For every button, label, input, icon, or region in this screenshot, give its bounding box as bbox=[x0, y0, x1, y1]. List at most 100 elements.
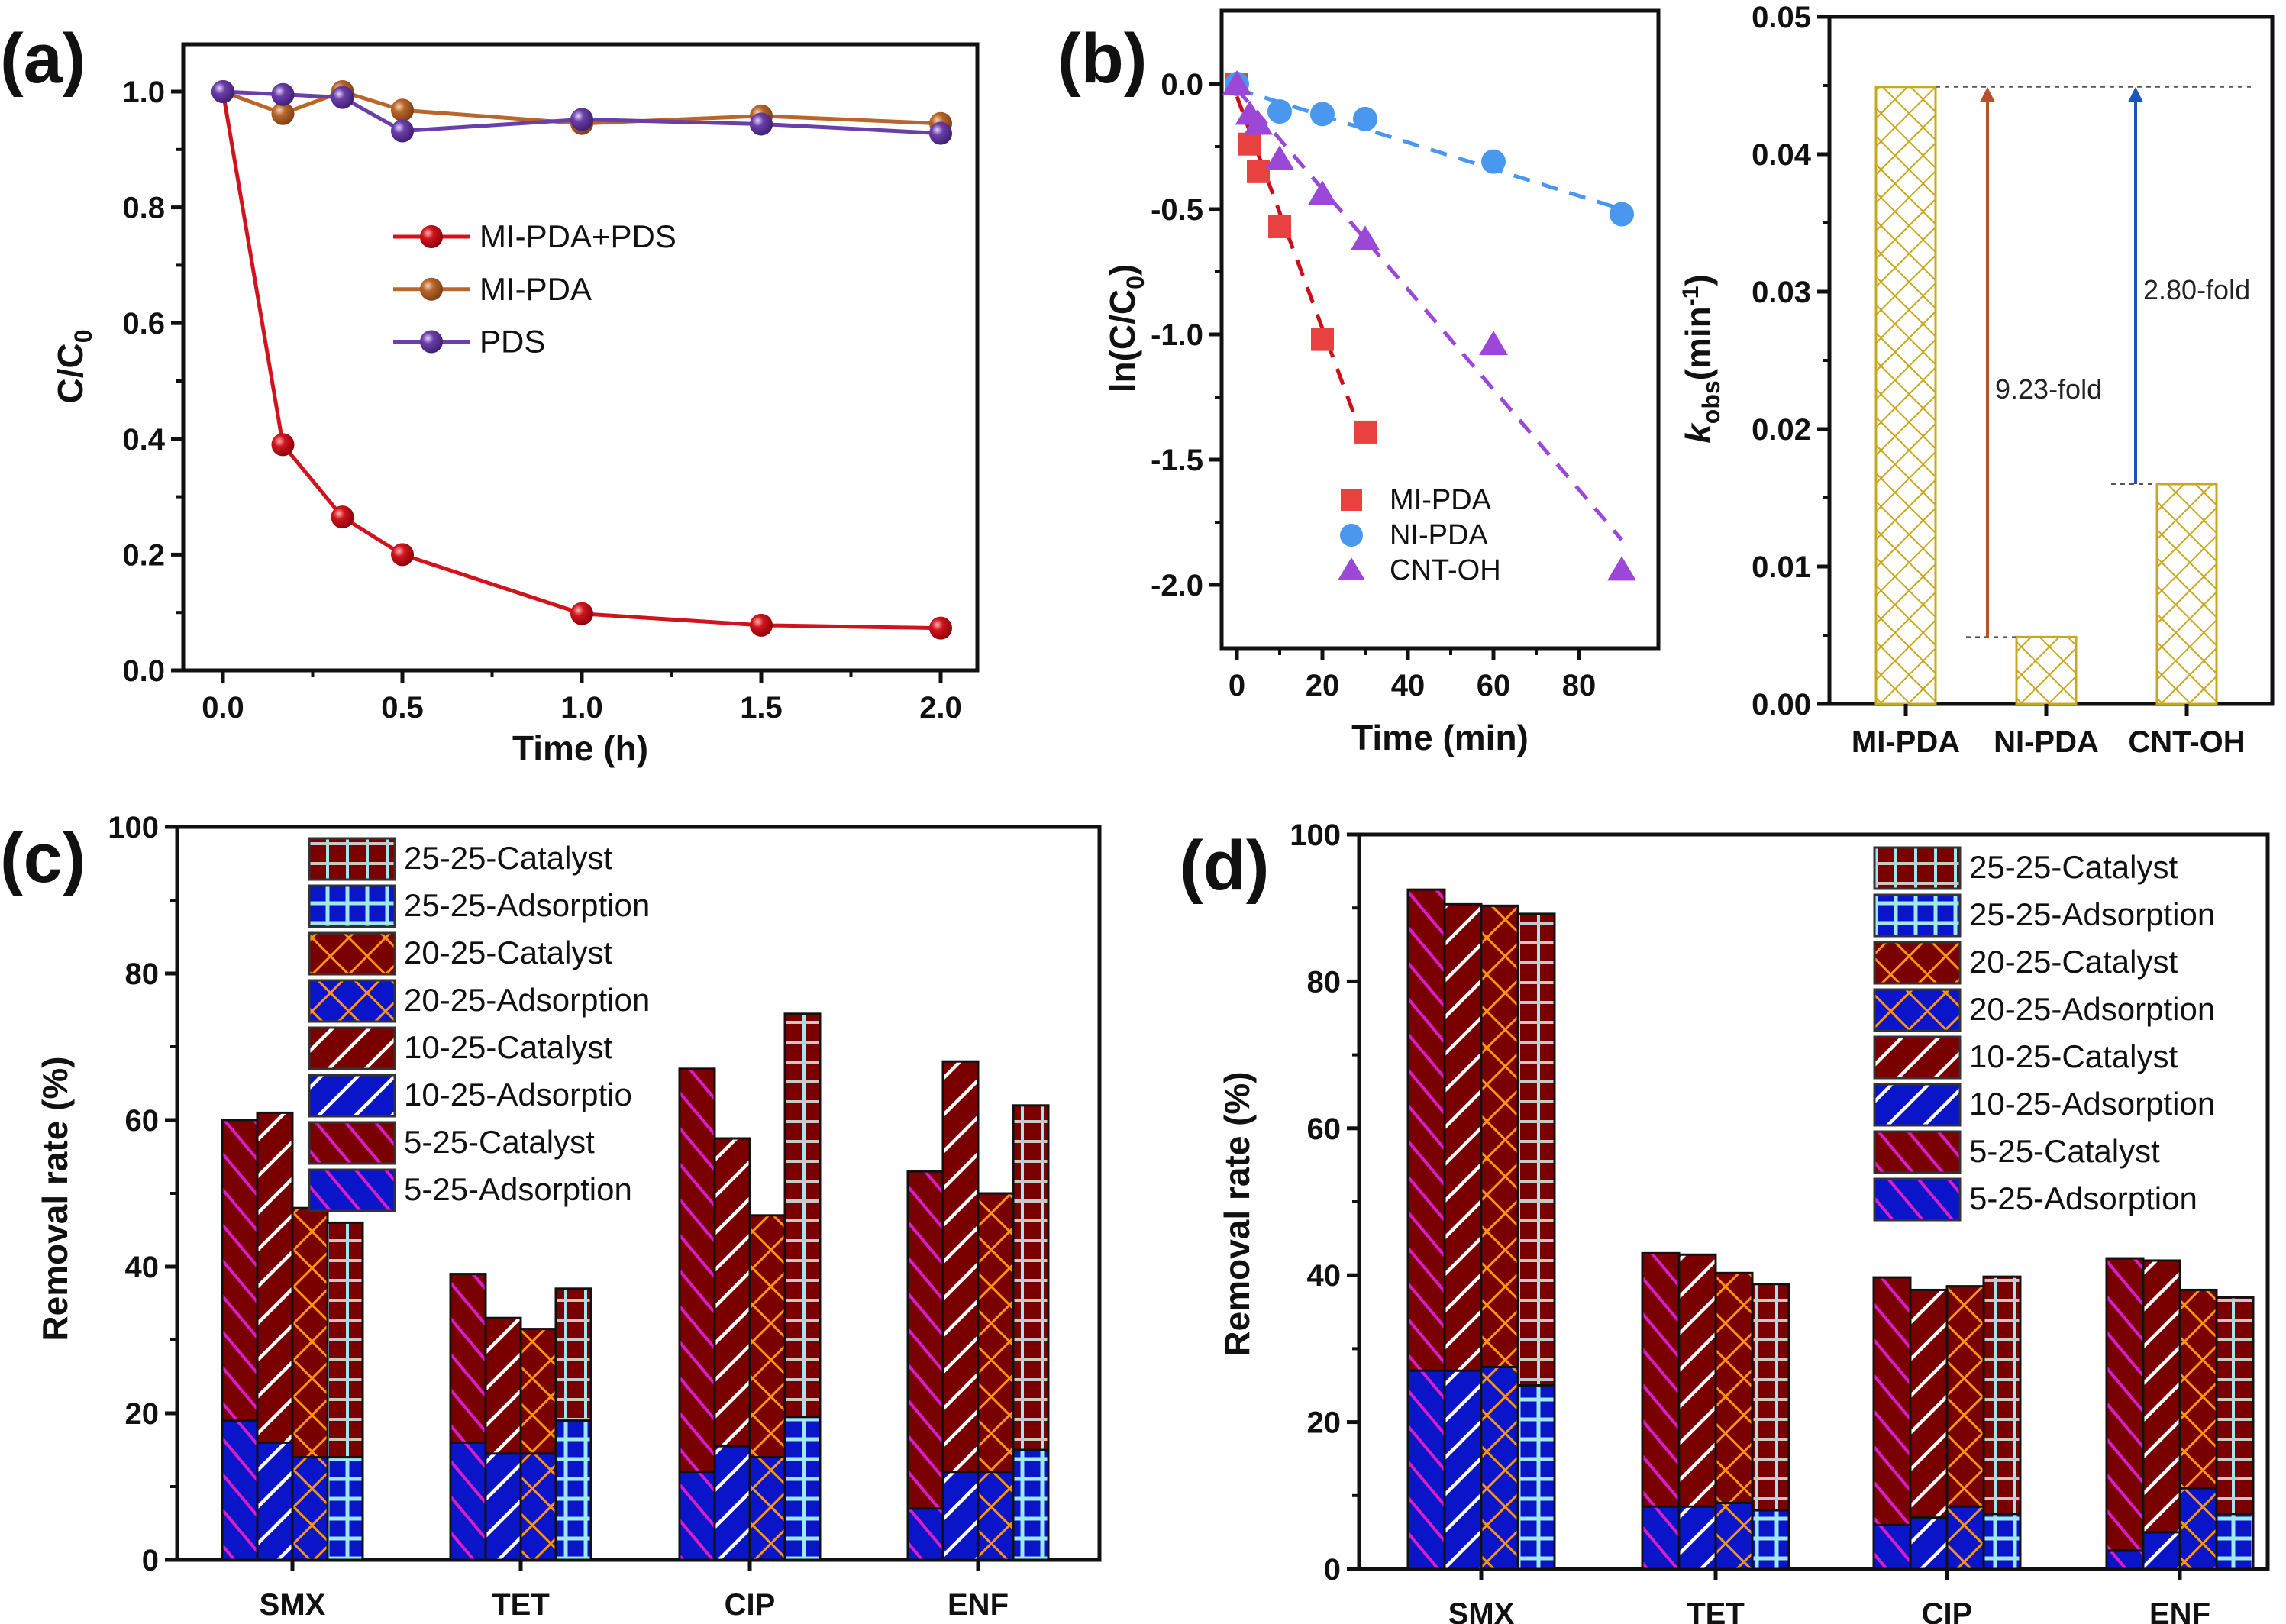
bar-5-25-adsorption bbox=[2105, 1549, 2145, 1571]
legend-label: 25-25-Catalyst bbox=[1969, 849, 2178, 885]
data-point-square bbox=[1311, 328, 1334, 351]
panel-b-kobs-bar-chart: 0.00 0.01 0.02 0.03 0.04 0.05 MI-PDA NI-PDA CNT… bbox=[1678, 1, 2275, 759]
y-tick-label: 0.03 bbox=[1752, 276, 1811, 309]
legend-label: 25-25-Adsorption bbox=[404, 887, 650, 923]
bar-20-25-adsorption bbox=[748, 1456, 786, 1561]
x-tick-label: CIP bbox=[725, 1588, 776, 1622]
data-point bbox=[929, 121, 952, 145]
y-tick-label: -2.0 bbox=[1151, 569, 1203, 602]
bar-25-25-adsorption bbox=[1012, 1448, 1050, 1561]
bar-group-cip bbox=[1872, 1275, 2022, 1571]
legend-label: 20-25-Adsorption bbox=[404, 982, 650, 1018]
bar-20-25-adsorption bbox=[977, 1471, 1015, 1561]
y-axis-title-sub: 0 bbox=[1122, 276, 1149, 289]
legend: 25-25-Catalyst 25-25-Adsorption 20-25-Cata… bbox=[1873, 846, 2215, 1222]
bar-group-cip bbox=[678, 1012, 822, 1561]
bar-10-25-adsorption bbox=[1909, 1516, 1949, 1571]
data-point-triangle bbox=[1607, 556, 1636, 581]
series-mi-pda-pds bbox=[211, 80, 952, 640]
bar-group-tet bbox=[449, 1273, 592, 1561]
y-tick-label: 60 bbox=[125, 1104, 160, 1138]
data-point bbox=[391, 98, 414, 122]
data-point-circle bbox=[1267, 99, 1292, 124]
bar-5-25-adsorption bbox=[449, 1441, 487, 1561]
legend-swatch bbox=[308, 979, 396, 1023]
bar-ni-pda bbox=[2015, 635, 2078, 705]
y-tick-label: 0 bbox=[1324, 1553, 1341, 1587]
bar-5-25-catalyst bbox=[1872, 1276, 1912, 1571]
legend-marker bbox=[1341, 489, 1362, 511]
y-tick-label: 60 bbox=[1307, 1112, 1342, 1146]
legend-swatch bbox=[1873, 1177, 1962, 1222]
bar-cnt-oh bbox=[2155, 483, 2218, 705]
data-point bbox=[570, 108, 593, 131]
data-point-triangle bbox=[1479, 331, 1508, 356]
x-tick-label: TET bbox=[1687, 1597, 1745, 1624]
legend-label: 10-25-Catalyst bbox=[404, 1029, 612, 1065]
bar-5-25-adsorption bbox=[1872, 1523, 1912, 1571]
legend-swatch bbox=[1873, 846, 1962, 890]
bar-25-25-adsorption bbox=[1516, 1384, 1556, 1571]
legend-marker bbox=[1340, 524, 1363, 547]
data-point-circle bbox=[1481, 149, 1506, 174]
bar-group-tet bbox=[1641, 1251, 1790, 1571]
legend-label: 5-25-Catalyst bbox=[404, 1124, 595, 1160]
legend-label: 5-25-Catalyst bbox=[1969, 1133, 2160, 1169]
legend-swatch bbox=[308, 1074, 396, 1118]
bar-10-25-adsorption bbox=[1443, 1369, 1483, 1571]
y-tick-label: 0 bbox=[142, 1544, 159, 1577]
y-tick-label: 100 bbox=[108, 811, 159, 844]
data-point-triangle bbox=[1265, 145, 1294, 170]
data-point bbox=[331, 86, 354, 109]
x-tick-label: 0 bbox=[1229, 669, 1245, 702]
panel-c-removal-bar-chart: 0 20 40 60 80 100 SMX TET CIP ENF 25-25-Catalyst… bbox=[35, 811, 1102, 1622]
data-point-circle bbox=[1310, 102, 1335, 127]
y-tick-label: 20 bbox=[125, 1397, 160, 1431]
panel-label-a: (a) bbox=[0, 20, 86, 98]
series-cnt-oh bbox=[1222, 70, 1636, 581]
x-tick-label: SMX bbox=[260, 1588, 326, 1622]
y-axis-title-end: ) bbox=[1678, 274, 1718, 286]
y-axis-title-end: ) bbox=[1103, 264, 1142, 276]
fold-label: 9.23-fold bbox=[1995, 373, 2102, 405]
data-point bbox=[331, 505, 354, 529]
series-ni-pda bbox=[1225, 72, 1634, 227]
fit-line bbox=[1236, 87, 1622, 211]
y-axis-title-k: k bbox=[1678, 422, 1718, 444]
legend-swatch bbox=[1873, 941, 1962, 985]
x-tick-label: MI-PDA bbox=[1852, 725, 1960, 759]
x-tick-label: 60 bbox=[1477, 669, 1511, 702]
y-tick-label: 0.05 bbox=[1752, 1, 1811, 34]
data-point bbox=[271, 102, 295, 125]
bar-5-25-adsorption bbox=[1641, 1505, 1681, 1571]
bar-group-smx bbox=[221, 1111, 364, 1561]
bar-25-25-adsorption bbox=[783, 1416, 822, 1561]
legend-label: 10-25-Adsorption bbox=[1969, 1086, 2215, 1122]
y-axis-title: Removal rate (%) bbox=[35, 1056, 75, 1341]
bar-5-25-adsorption bbox=[221, 1419, 259, 1561]
legend-label: 5-25-Adsorption bbox=[1969, 1180, 2197, 1216]
y-axis-title-main: ln(C/C bbox=[1103, 289, 1142, 392]
bar-10-25-catalyst bbox=[2142, 1259, 2181, 1571]
data-point bbox=[211, 80, 234, 103]
x-tick-label: 1.0 bbox=[560, 691, 603, 725]
bar-10-25-adsorption bbox=[941, 1471, 980, 1561]
y-tick-label: -1.5 bbox=[1151, 444, 1203, 477]
panel-d-removal-bar-chart: 0 20 40 60 80 100 SMX TET CIP ENF 25-25-Catalyst… bbox=[1217, 818, 2270, 1624]
y-tick-label: 40 bbox=[125, 1251, 160, 1284]
data-point bbox=[929, 616, 952, 640]
legend-swatch bbox=[308, 837, 396, 881]
data-point bbox=[271, 433, 295, 457]
y-tick-label: 0.4 bbox=[122, 423, 165, 457]
y-axis-title-sub: 0 bbox=[69, 329, 97, 343]
x-tick-label: SMX bbox=[1448, 1597, 1515, 1624]
y-tick-label: 0.02 bbox=[1752, 413, 1811, 447]
legend-label: 25-25-Adsorption bbox=[1969, 896, 2215, 932]
legend-label: MI-PDA bbox=[479, 271, 592, 307]
bar-25-25-adsorption bbox=[326, 1456, 364, 1561]
data-point bbox=[391, 543, 414, 567]
legend-label: MI-PDA bbox=[1390, 484, 1492, 516]
y-tick-label: 0.04 bbox=[1752, 138, 1812, 172]
y-axis-title: Removal rate (%) bbox=[1217, 1071, 1257, 1356]
